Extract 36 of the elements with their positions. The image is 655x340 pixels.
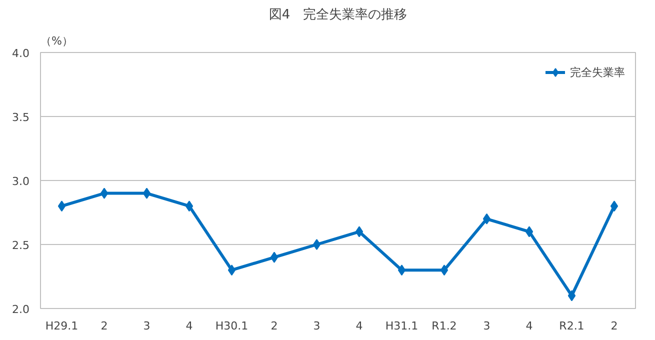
point [568,290,576,302]
point [185,200,194,212]
point [58,200,66,212]
y-tick-label: 4.0 [12,47,30,60]
x-tick-label: 2 [270,320,278,332]
legend-label: 完全失業率 [570,64,625,80]
point [398,264,406,276]
y-axis-title: （%） [40,34,73,48]
point [610,200,618,212]
point [142,188,151,199]
x-tick-label: 4 [356,320,363,332]
chart-title: 図4 完全失業率の推移 [268,6,408,22]
x-tick-label: 3 [483,320,490,332]
x-tick-label: H31.1 [385,320,418,332]
x-tick-label: H30.1 [215,320,248,332]
y-tick-label: 3.5 [12,111,30,124]
x-tick-label: 2 [610,320,618,332]
point [100,188,108,199]
point [312,239,321,250]
x-tick-label: H29.1 [45,320,78,332]
point [525,226,534,238]
x-tick-label: 3 [313,320,320,332]
x-tick-label: R1.2 [432,320,457,332]
point [270,252,278,263]
x-tick-label: 2 [100,320,108,332]
y-tick-label: 2.5 [12,239,30,252]
y-tick-label: 2.0 [12,303,30,316]
x-tick-label: 4 [186,320,193,332]
point [440,264,448,276]
x-tick-label: 4 [526,320,533,332]
point [228,264,236,276]
point [482,213,491,224]
y-tick-label: 3.0 [12,175,30,188]
point [355,226,364,238]
x-tick-label: R2.1 [559,320,584,332]
x-tick-label: 3 [143,320,150,332]
